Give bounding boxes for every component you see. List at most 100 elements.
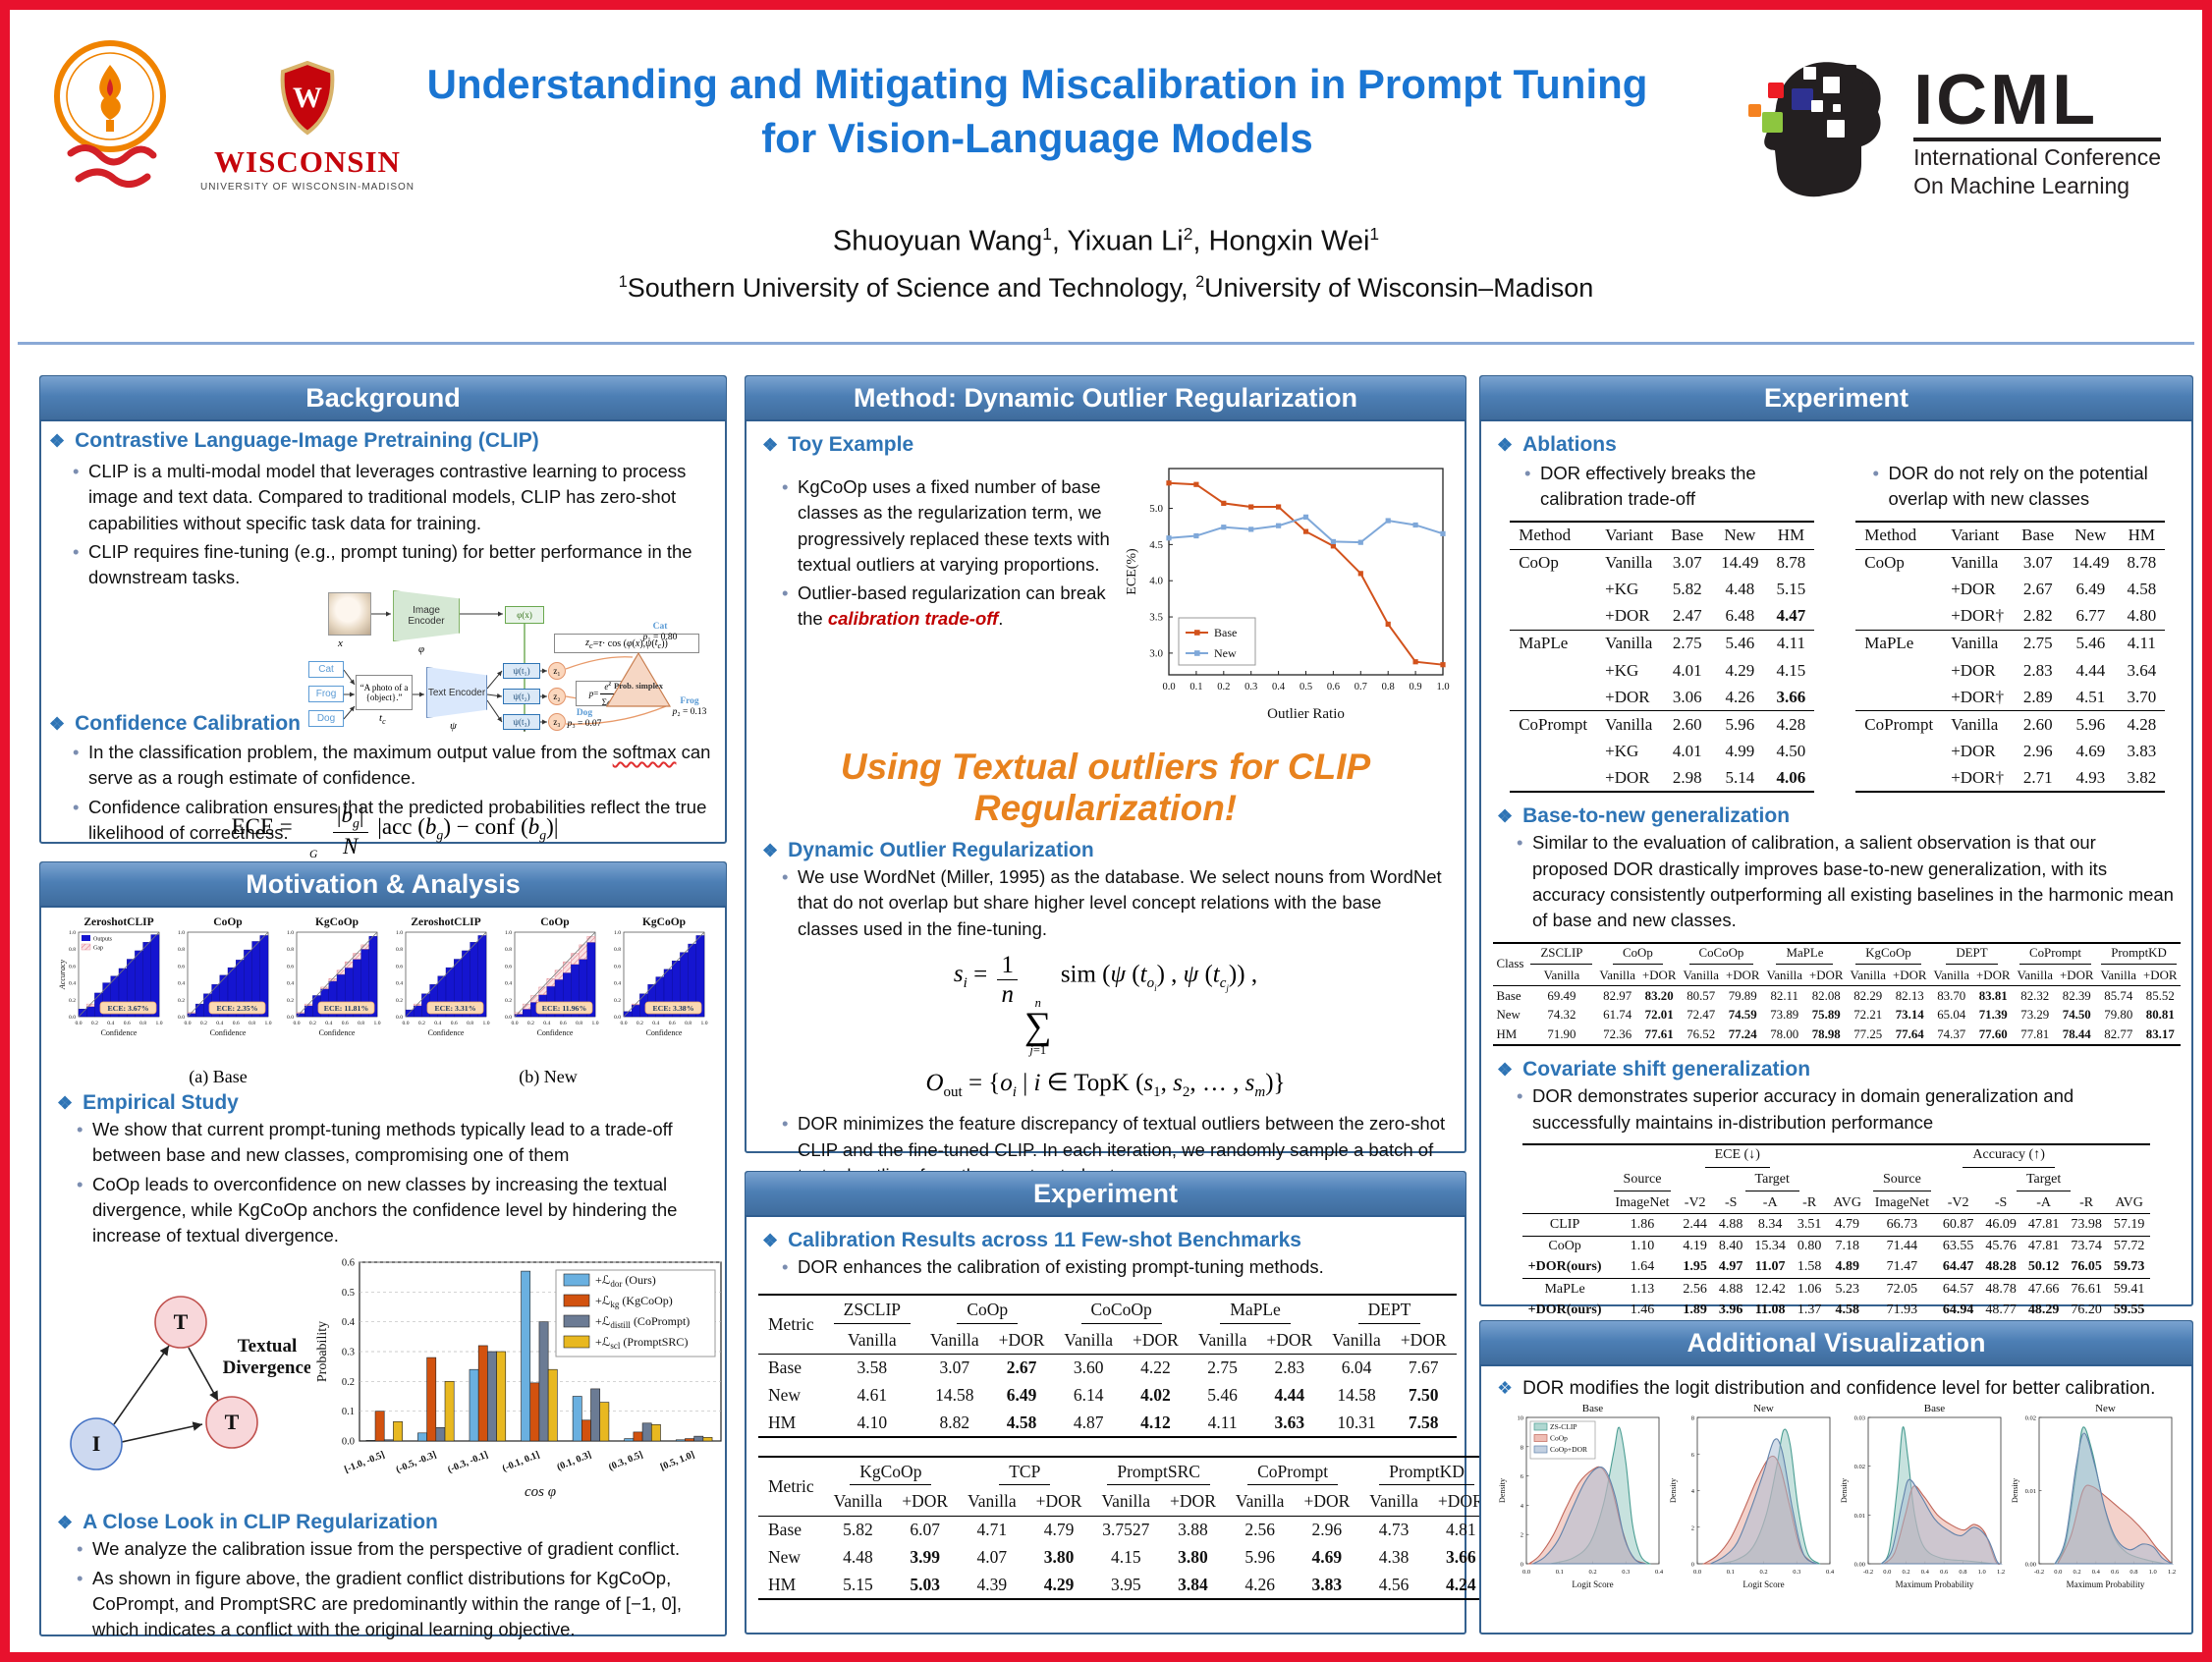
svg-text:0.8: 0.8 — [287, 947, 294, 953]
oout-formula: Oout = {oi | i ∈ TopK (s1, s2, … , sm)} — [925, 1070, 1286, 1101]
svg-text:+ℒkg (KgCoOp): +ℒkg (KgCoOp) — [595, 1294, 673, 1309]
svg-text:0.6: 0.6 — [396, 964, 403, 970]
svg-text:0.6: 0.6 — [1940, 1569, 1949, 1576]
svg-text:0.8: 0.8 — [1959, 1569, 1966, 1576]
svg-text:0.0: 0.0 — [287, 1015, 294, 1021]
z2-node: z₂ — [548, 688, 566, 705]
experiment-mid-title: Experiment — [746, 1172, 1465, 1217]
svg-text:0.6: 0.6 — [232, 1021, 239, 1026]
svg-text:0.2: 0.2 — [342, 1377, 355, 1388]
svg-text:ECE: 3.67%: ECE: 3.67% — [107, 1004, 148, 1013]
phi-label: φ — [418, 643, 425, 655]
svg-text:0.0: 0.0 — [293, 1021, 300, 1026]
svg-text:0.2: 0.2 — [396, 998, 403, 1004]
closelook-bullets: We analyze the calibration issue from th… — [77, 1536, 713, 1642]
reliability-captions: (a) Base (b) New — [53, 1065, 713, 1087]
addviz-title: Additional Visualization — [1480, 1321, 2192, 1366]
svg-text:Outputs: Outputs — [93, 937, 113, 943]
svg-text:Density: Density — [1840, 1478, 1849, 1503]
svg-text:1.0: 1.0 — [2148, 1569, 2156, 1576]
svg-text:0.6: 0.6 — [341, 1021, 348, 1026]
wisconsin-crest-icon: W — [280, 60, 335, 136]
svg-text:KgCoOp: KgCoOp — [314, 916, 358, 928]
svg-text:Textual: Textual — [238, 1336, 298, 1357]
svg-text:0.0: 0.0 — [1883, 1569, 1891, 1576]
svg-text:1.0: 1.0 — [264, 1021, 271, 1026]
svg-text:6: 6 — [1520, 1473, 1523, 1480]
density-plot: New 0 2 4 6 8 0.0 0.1 0.2 0.3 0.4 Logit Score Densit… — [1669, 1403, 1835, 1589]
ablation-left: DOR effectively breaks the calibration t… — [1501, 459, 1824, 801]
column-left: Background ❖ Contrastive Language-Image P… — [39, 375, 727, 1639]
image-encoder: Image Encoder — [393, 590, 460, 641]
svg-text:Accuracy: Accuracy — [58, 959, 67, 990]
icml-acronym: ICML — [1913, 65, 2161, 141]
diamond-icon: ❖ — [57, 1513, 74, 1533]
svg-text:Probability: Probability — [315, 1321, 330, 1382]
icml-line2: On Machine Learning — [1913, 173, 2130, 198]
svg-text:0.2: 0.2 — [1217, 682, 1230, 692]
svg-text:0.4: 0.4 — [543, 1021, 550, 1026]
svg-text:2: 2 — [1520, 1532, 1522, 1539]
svg-text:0.00: 0.00 — [2024, 1562, 2035, 1569]
svg-text:0.8: 0.8 — [249, 1021, 255, 1026]
svg-text:0.2: 0.2 — [417, 1021, 424, 1026]
svg-text:W: W — [293, 82, 322, 114]
svg-text:1.0: 1.0 — [1436, 682, 1449, 692]
svg-text:Logit Score: Logit Score — [1572, 1579, 1613, 1589]
toy-example-chart: 3.0 3.5 4.0 4.5 5.0 0.0 0.1 0.2 0.3 0.4 0.5 0.6 0.7 0… — [1124, 459, 1453, 731]
svg-text:0.4: 0.4 — [505, 981, 512, 987]
background-panel: Background ❖ Contrastive Language-Image P… — [39, 375, 727, 904]
svg-text:0.0: 0.0 — [505, 1015, 512, 1021]
ablation-table: Method Variant Base New HM CoOp Vanilla 3.07 14.… — [1510, 520, 1815, 794]
svg-text:0.5: 0.5 — [342, 1288, 355, 1299]
svg-text:0.6: 0.6 — [287, 964, 294, 970]
svg-text:New: New — [1753, 1403, 1774, 1414]
svg-text:0.2: 0.2 — [614, 998, 621, 1004]
svg-text:0.1: 0.1 — [1555, 1569, 1563, 1576]
phix-box: φ(x) — [505, 606, 544, 624]
svg-text:0.0: 0.0 — [1521, 1569, 1529, 1576]
class-dog: Dog — [308, 710, 344, 727]
column-right: Experiment ❖Ablations DOR effectively br… — [1479, 375, 2193, 1634]
svg-text:0.0: 0.0 — [2054, 1569, 2062, 1576]
svg-text:0.2: 0.2 — [1902, 1569, 1909, 1576]
diamond-icon: ❖ — [1497, 1060, 1514, 1080]
empirical-bullets: We show that current prompt-tuning metho… — [77, 1117, 713, 1248]
reliability-chart: CoOp 0.00.0 0.2 0.2 0.4 0.4 0.6 0.6 0.8 0.8 1.0 1.0… — [505, 916, 599, 1037]
svg-text:ECE: 11.81%: ECE: 11.81% — [323, 1004, 368, 1013]
svg-text:3.5: 3.5 — [1149, 612, 1163, 624]
text-encoder: Text Encoder — [426, 667, 487, 718]
clip-architecture-diagram: x Image Encoder φ φ(x) zc = τ · cos (φ(x… — [308, 586, 706, 736]
bullet-item: Outlier-based regularization can break t… — [782, 581, 1112, 633]
ablation-table: Method Variant Base New HM CoOp Vanilla 3.07 14.… — [1855, 520, 2166, 794]
svg-text:0.9: 0.9 — [1410, 682, 1422, 692]
sustech-seal-icon — [54, 40, 166, 188]
svg-text:0.6: 0.6 — [614, 964, 621, 970]
svg-text:+ℒscl (PromptSRC): +ℒscl (PromptSRC) — [595, 1335, 688, 1351]
svg-text:cos φ: cos φ — [525, 1484, 556, 1500]
svg-text:Density: Density — [1669, 1478, 1678, 1503]
svg-text:0.3: 0.3 — [1622, 1569, 1630, 1576]
svg-text:0.0: 0.0 — [178, 1015, 185, 1021]
svg-text:Confidence: Confidence — [645, 1028, 682, 1037]
svg-text:0.4: 0.4 — [614, 981, 621, 987]
svg-text:2: 2 — [1690, 1524, 1693, 1531]
svg-text:Base: Base — [1581, 1403, 1603, 1414]
svg-text:[0.5, 1.0]: [0.5, 1.0] — [659, 1450, 696, 1473]
bullet-item: DOR enhances the calibration of existing… — [782, 1254, 1447, 1281]
svg-text:Density: Density — [2011, 1478, 2019, 1503]
svg-text:0.6: 0.6 — [2111, 1569, 2120, 1576]
svg-text:Base: Base — [1214, 626, 1237, 639]
bullet-item: CLIP is a multi-modal model that leverag… — [73, 459, 725, 536]
svg-text:0.4: 0.4 — [1272, 682, 1286, 692]
poster-title: Understanding and Mitigating Miscalibrat… — [334, 57, 1741, 166]
svg-text:0.4: 0.4 — [325, 1021, 332, 1026]
svg-text:0.4: 0.4 — [342, 1317, 356, 1328]
svg-text:Confidence: Confidence — [100, 1028, 137, 1037]
svg-text:8: 8 — [1520, 1444, 1522, 1451]
bullet-item: We use WordNet (Miller, 1995) as the dat… — [782, 864, 1447, 942]
svg-text:0.4: 0.4 — [396, 981, 403, 987]
addviz-panel: Additional Visualization ❖ DOR modifies t… — [1479, 1320, 2193, 1634]
svg-text:CoOp: CoOp — [1550, 1434, 1568, 1443]
ablation-right-bullet: DOR do not rely on the potential overlap… — [1873, 461, 2173, 513]
